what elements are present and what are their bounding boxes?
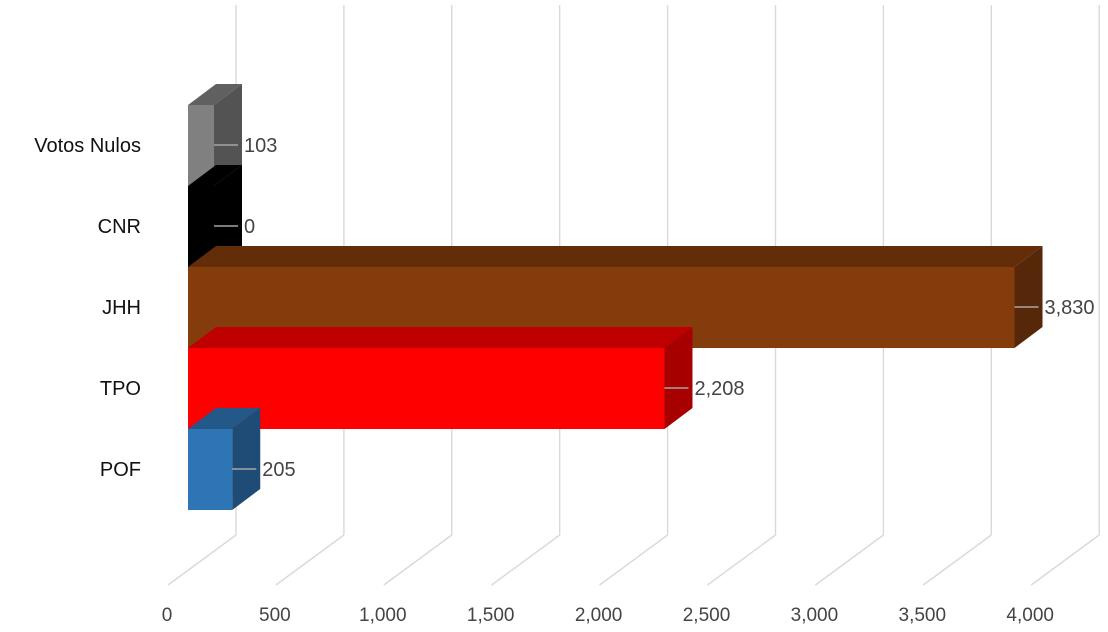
tick-label: 4,000 [1006, 605, 1054, 626]
tick-label: 2,500 [683, 605, 731, 626]
bar-top [188, 327, 693, 348]
bar-top [188, 165, 242, 186]
bar-front [188, 429, 233, 510]
gridline-floor [1030, 534, 1100, 586]
gridline-floor [491, 534, 561, 586]
data-label: 2,208 [694, 378, 744, 400]
bars: 103 0 3,830 2,208 205 [188, 84, 1095, 510]
tick-label: 500 [259, 605, 291, 626]
gridline-floor [167, 534, 237, 586]
category-label: Votos Nulos [34, 135, 141, 157]
data-label: 3,830 [1045, 297, 1095, 319]
gridline-floor [707, 534, 776, 586]
data-label: 205 [262, 459, 295, 481]
tick-label: 0 [162, 605, 173, 626]
bar-side [232, 408, 261, 510]
x-tick-labels: 0 500 1,000 1,500 2,000 2,500 3,000 3,500 4,000 [162, 605, 1054, 626]
category-label: TPO [100, 378, 141, 400]
tick-label: 3,500 [899, 605, 947, 626]
category-label: CNR [98, 216, 141, 238]
tick-label: 1,000 [359, 605, 407, 626]
gridline-floor [814, 534, 884, 586]
bar-side [664, 327, 693, 429]
bar-top [188, 408, 261, 429]
category-label: JHH [102, 297, 141, 319]
gridline-floor [275, 534, 345, 586]
bar-top [188, 246, 1043, 267]
category-labels: Votos Nulos CNR JHH TPO POF [34, 135, 141, 481]
bar-front [188, 348, 665, 429]
gridline-floor [383, 534, 453, 586]
data-label: 103 [244, 135, 277, 157]
bar-top [188, 84, 242, 105]
bar-side [214, 84, 242, 186]
category-label: POF [100, 459, 141, 481]
data-label: 0 [244, 216, 255, 238]
tick-label: 3,000 [791, 605, 839, 626]
gridline-floor [922, 534, 992, 586]
tick-label: 2,000 [575, 605, 623, 626]
gridline-floor [599, 534, 669, 586]
bar-side [214, 165, 242, 267]
bar-side [1014, 246, 1043, 348]
tick-label: 1,500 [467, 605, 515, 626]
